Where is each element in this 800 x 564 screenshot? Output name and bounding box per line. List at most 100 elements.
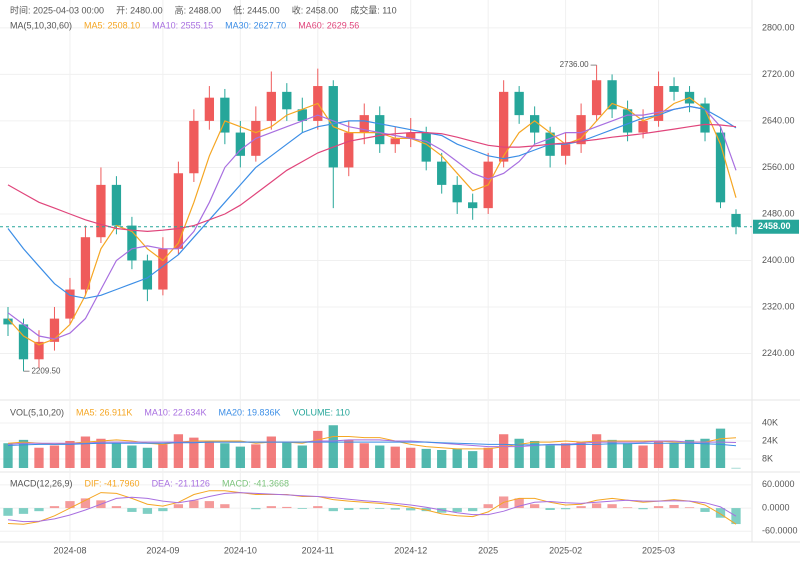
candle-body xyxy=(359,115,369,133)
volume-bar xyxy=(251,444,261,468)
legend-entry: MA30: 2627.70 xyxy=(225,20,286,30)
volume-bar xyxy=(282,442,292,468)
candle-body xyxy=(607,80,617,110)
macd-line xyxy=(7,492,737,523)
volume-bar xyxy=(421,448,431,468)
macd-bar xyxy=(18,508,29,514)
volume-bar xyxy=(18,439,29,468)
ma-line xyxy=(7,105,737,299)
volume-bar xyxy=(204,441,215,468)
volume-bar xyxy=(96,438,106,468)
macd-bar xyxy=(576,506,586,509)
macd-bar xyxy=(715,508,726,518)
legend-entry: MACD: -41.3668 xyxy=(222,478,289,488)
candle-body xyxy=(591,80,602,116)
legend-entry: VOLUME: 110 xyxy=(293,407,350,417)
extreme-label: 2736.00 xyxy=(560,60,589,69)
candle-body xyxy=(638,120,648,133)
candle-body xyxy=(266,91,276,121)
volume-bar xyxy=(65,441,75,468)
candle-body xyxy=(499,91,509,162)
candle-body xyxy=(622,109,633,133)
macd-bar xyxy=(468,508,478,512)
y-tick-label: 2800.00 xyxy=(762,22,795,32)
y-tick-label: 2480.00 xyxy=(762,208,795,218)
volume-bar xyxy=(406,447,416,468)
volume-bar xyxy=(545,445,555,468)
macd-bar xyxy=(700,508,710,512)
info-item: 时间: 2025-04-03 00:00 xyxy=(10,4,104,15)
volume-bar xyxy=(390,446,400,468)
macd-bar xyxy=(282,506,292,509)
volume-bar xyxy=(313,430,323,468)
candle-body xyxy=(390,138,400,145)
macd-bar xyxy=(49,506,60,509)
candle-body xyxy=(220,97,230,133)
candle-body xyxy=(142,260,153,290)
macd-bar xyxy=(684,507,695,509)
candle-body xyxy=(111,184,122,226)
volume-bar xyxy=(328,425,338,468)
macd-bar xyxy=(313,506,323,509)
info-item: 成交量: 110 xyxy=(350,4,396,15)
info-item: 开: 2480.00 xyxy=(116,5,163,15)
x-tick-label: 2024-12 xyxy=(394,545,427,555)
volume-bar xyxy=(731,467,741,469)
volume-bar xyxy=(34,447,44,468)
macd-bar xyxy=(266,506,276,509)
y-tick-label: 2640.00 xyxy=(762,115,795,125)
macd-bar xyxy=(452,508,462,512)
candle-body xyxy=(468,202,478,209)
vol-ma-line xyxy=(7,441,737,447)
volume-bar xyxy=(158,444,168,468)
volume-bar xyxy=(638,445,648,468)
volume-bar xyxy=(514,438,524,468)
macd-bar xyxy=(607,504,617,509)
volume-bar xyxy=(499,434,509,468)
vol-ma-line xyxy=(7,439,737,448)
volume-bar xyxy=(3,443,13,468)
macd-bar xyxy=(545,508,555,510)
volume-bar xyxy=(111,443,122,468)
macd-bar xyxy=(622,507,633,509)
macd-bar xyxy=(3,508,13,516)
candle-body xyxy=(49,318,60,342)
y-tick-label: 2240.00 xyxy=(762,348,795,358)
macd-bar xyxy=(638,508,648,510)
macd-bar xyxy=(142,508,153,514)
macd-bar xyxy=(375,508,385,509)
volume-bar xyxy=(344,439,354,468)
macd-bar xyxy=(173,504,184,509)
candle-body xyxy=(344,132,354,168)
ma-line xyxy=(7,123,737,233)
macd-bar xyxy=(344,508,354,510)
volume-bar xyxy=(437,450,447,468)
candle-body xyxy=(297,109,307,121)
legend-entry: MA60: 2629.56 xyxy=(298,20,359,30)
x-tick-label: 2025 xyxy=(478,545,498,555)
macd-bar xyxy=(189,500,199,509)
macd-bar xyxy=(220,504,230,509)
y-tick-label: 2400.00 xyxy=(762,255,795,265)
macd-bar xyxy=(483,504,493,509)
macd-bar xyxy=(514,498,524,509)
volume-bar xyxy=(468,451,478,468)
candle-body xyxy=(560,144,571,156)
volume-bar xyxy=(359,443,369,468)
candle-body xyxy=(3,318,13,325)
candle-body xyxy=(731,213,741,227)
candle-body xyxy=(80,237,91,290)
volume-bar xyxy=(560,443,571,468)
candle-body xyxy=(421,132,431,162)
volume-bar xyxy=(529,441,540,468)
y-tick-label: 0.0000 xyxy=(762,502,790,512)
volume-bar xyxy=(266,436,276,468)
macd-bar xyxy=(560,508,571,510)
candle-body xyxy=(34,341,44,360)
candle-body xyxy=(204,97,215,121)
candle-body xyxy=(96,184,106,238)
x-tick-label: 2024-08 xyxy=(53,545,86,555)
volume-bar xyxy=(622,443,633,468)
